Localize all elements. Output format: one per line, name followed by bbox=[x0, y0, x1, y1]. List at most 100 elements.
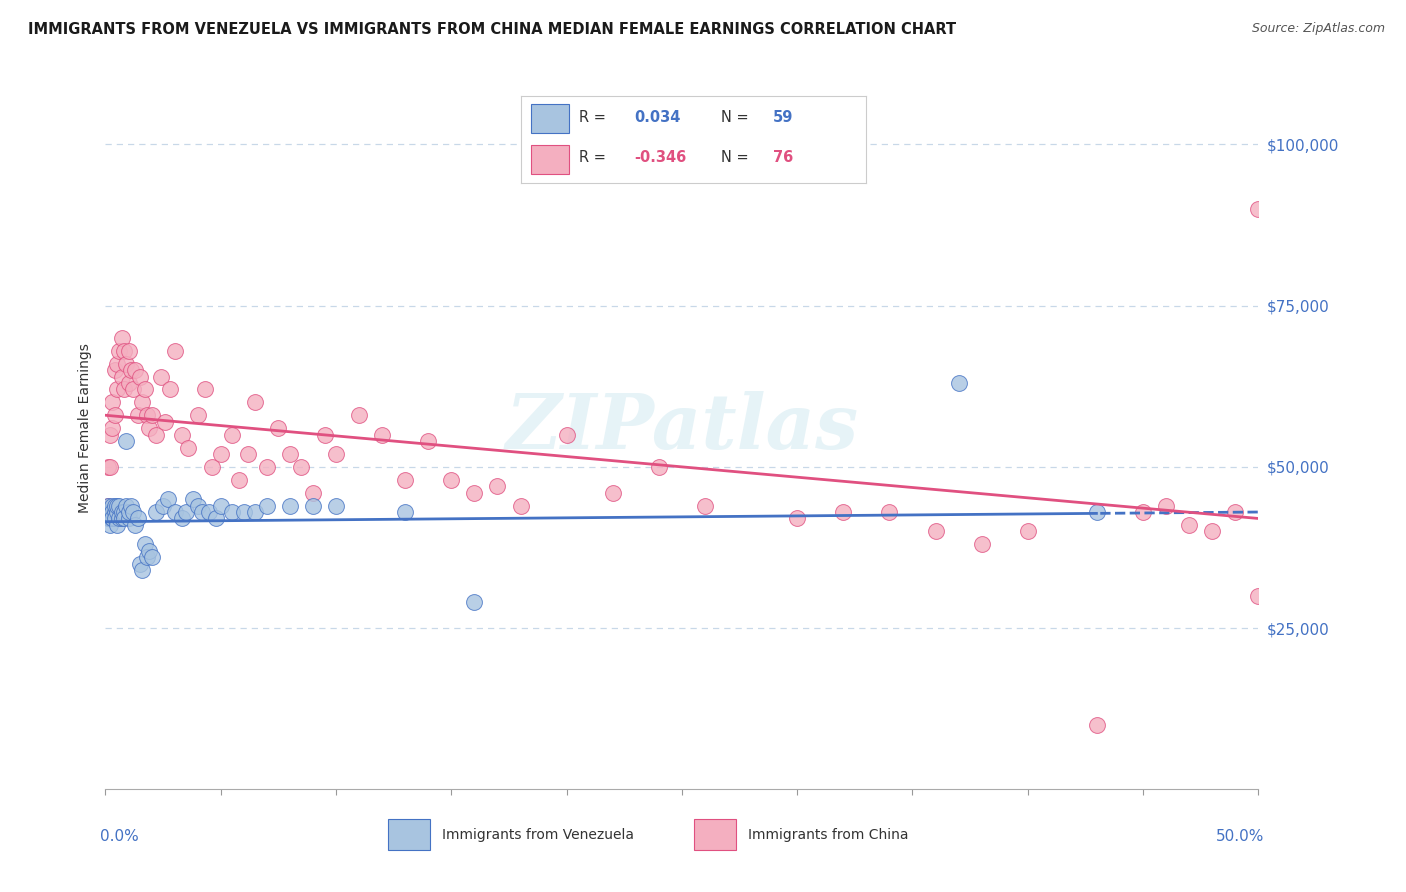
Point bbox=[155, 415, 177, 429]
Point bbox=[256, 459, 278, 474]
Point bbox=[131, 563, 153, 577]
Point bbox=[1154, 499, 1177, 513]
Point bbox=[108, 511, 131, 525]
Point bbox=[1178, 517, 1201, 532]
Point bbox=[98, 459, 121, 474]
Point bbox=[832, 505, 855, 519]
Point bbox=[105, 499, 128, 513]
Point bbox=[232, 505, 254, 519]
Point bbox=[221, 427, 243, 442]
Point bbox=[110, 369, 132, 384]
Point bbox=[112, 511, 135, 525]
Point bbox=[134, 537, 156, 551]
Point bbox=[117, 343, 139, 358]
Point bbox=[110, 511, 132, 525]
Point bbox=[105, 505, 128, 519]
Point bbox=[1132, 505, 1154, 519]
Point bbox=[325, 499, 347, 513]
Point bbox=[970, 537, 993, 551]
Point bbox=[127, 511, 149, 525]
Point bbox=[129, 557, 152, 571]
Point bbox=[290, 459, 312, 474]
Point bbox=[463, 485, 485, 500]
Point bbox=[124, 363, 146, 377]
Point bbox=[1085, 505, 1108, 519]
Point bbox=[104, 499, 127, 513]
Y-axis label: Median Female Earnings: Median Female Earnings bbox=[79, 343, 93, 513]
Point bbox=[141, 409, 163, 423]
Point bbox=[115, 357, 138, 371]
Point bbox=[1017, 524, 1039, 539]
Point bbox=[209, 447, 232, 461]
Point bbox=[1201, 524, 1223, 539]
Point bbox=[136, 550, 159, 565]
Point bbox=[105, 357, 128, 371]
Point bbox=[1085, 718, 1108, 732]
Point bbox=[101, 499, 124, 513]
Point bbox=[131, 395, 153, 409]
Point bbox=[129, 369, 152, 384]
Point bbox=[177, 441, 200, 455]
Point bbox=[145, 505, 167, 519]
Point bbox=[924, 524, 946, 539]
Point bbox=[602, 485, 624, 500]
Point bbox=[325, 447, 347, 461]
Point bbox=[115, 499, 138, 513]
Point bbox=[97, 499, 120, 513]
Point bbox=[267, 421, 290, 435]
Point bbox=[194, 383, 217, 397]
Point bbox=[174, 505, 197, 519]
Point bbox=[112, 383, 135, 397]
Point bbox=[115, 434, 138, 448]
Point bbox=[555, 427, 578, 442]
Point bbox=[1225, 505, 1247, 519]
Point bbox=[134, 383, 156, 397]
Point bbox=[108, 343, 131, 358]
Point bbox=[124, 517, 146, 532]
Point bbox=[394, 505, 416, 519]
Point bbox=[187, 499, 209, 513]
Point bbox=[181, 492, 204, 507]
Point bbox=[371, 427, 394, 442]
Point bbox=[136, 409, 159, 423]
Point bbox=[108, 499, 131, 513]
Point bbox=[117, 505, 139, 519]
Point bbox=[278, 499, 301, 513]
Point bbox=[418, 434, 440, 448]
Point bbox=[138, 543, 160, 558]
Text: Source: ZipAtlas.com: Source: ZipAtlas.com bbox=[1251, 22, 1385, 36]
Point bbox=[278, 447, 301, 461]
Point bbox=[238, 447, 260, 461]
Point bbox=[191, 505, 214, 519]
Point bbox=[163, 343, 186, 358]
Point bbox=[101, 511, 124, 525]
Point bbox=[110, 331, 132, 345]
Point bbox=[302, 485, 325, 500]
Text: 50.0%: 50.0% bbox=[1216, 830, 1264, 844]
Point bbox=[256, 499, 278, 513]
Point bbox=[163, 505, 186, 519]
Point bbox=[463, 595, 485, 609]
Point bbox=[200, 459, 222, 474]
Point bbox=[97, 499, 120, 513]
Point bbox=[228, 473, 250, 487]
Point bbox=[879, 505, 901, 519]
Point bbox=[101, 511, 124, 525]
Point bbox=[104, 505, 127, 519]
Point bbox=[105, 383, 128, 397]
Point bbox=[112, 343, 135, 358]
Text: IMMIGRANTS FROM VENEZUELA VS IMMIGRANTS FROM CHINA MEDIAN FEMALE EARNINGS CORREL: IMMIGRANTS FROM VENEZUELA VS IMMIGRANTS … bbox=[28, 22, 956, 37]
Point bbox=[209, 499, 232, 513]
Point bbox=[127, 409, 149, 423]
Point bbox=[486, 479, 509, 493]
Point bbox=[205, 511, 228, 525]
Point bbox=[101, 505, 124, 519]
Text: 0.0%: 0.0% bbox=[100, 830, 138, 844]
Point bbox=[648, 459, 671, 474]
Point bbox=[394, 473, 416, 487]
Point bbox=[97, 459, 120, 474]
Point bbox=[347, 409, 370, 423]
Point bbox=[159, 383, 181, 397]
Point bbox=[1247, 202, 1270, 216]
Point bbox=[98, 505, 121, 519]
